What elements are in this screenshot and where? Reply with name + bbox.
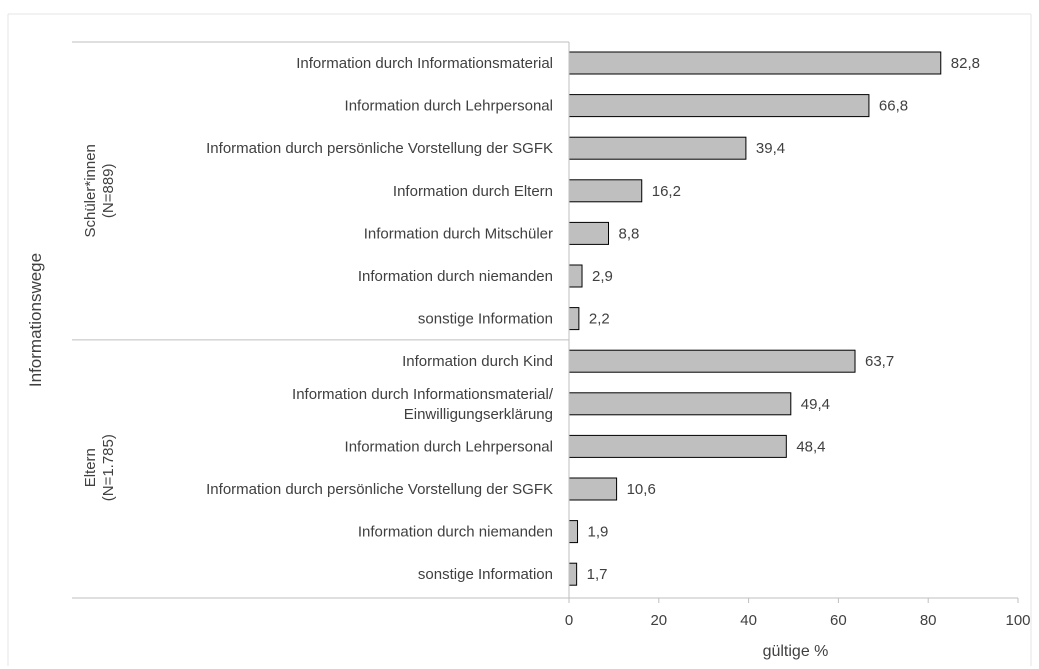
- x-axis-title: gültige %: [763, 643, 829, 660]
- x-tick-label: 100: [1005, 612, 1030, 629]
- group-label: Schüler*innen: [82, 144, 99, 237]
- data-label: 10,6: [627, 481, 656, 498]
- category-label: Information durch niemanden: [358, 268, 553, 285]
- category-label: Information durch Lehrpersonal: [345, 438, 553, 455]
- category-label: sonstige Information: [418, 566, 553, 583]
- bar: [568, 434, 787, 458]
- bar: [568, 94, 870, 118]
- data-label: 63,7: [865, 353, 894, 370]
- category-label: Information durch persönliche Vorstellun…: [206, 481, 553, 498]
- x-tick-label: 0: [565, 612, 573, 629]
- data-label: 2,9: [592, 268, 613, 285]
- category-label: Information durch Eltern: [393, 183, 553, 200]
- category-label: Information durch Mitschüler: [364, 225, 553, 242]
- data-label: 16,2: [652, 183, 681, 200]
- data-label: 39,4: [756, 140, 785, 157]
- category-label: Information durch Informationsmaterial: [296, 55, 553, 72]
- data-label: 1,9: [588, 524, 609, 541]
- category-label: Information durch Lehrpersonal: [345, 98, 553, 115]
- group-label-count: (N=1.785): [100, 434, 117, 501]
- data-label: 48,4: [796, 438, 825, 455]
- y-axis-title: Informationswege: [26, 253, 45, 387]
- category-label: Einwilligungserklärung: [404, 406, 553, 423]
- x-tick-label: 40: [740, 612, 757, 629]
- bar: [568, 562, 578, 586]
- category-label: sonstige Information: [418, 311, 553, 328]
- category-label: Information durch persönliche Vorstellun…: [206, 140, 553, 157]
- bar: [568, 349, 856, 373]
- bar: [568, 477, 618, 501]
- x-tick-label: 60: [830, 612, 847, 629]
- data-label: 66,8: [879, 98, 908, 115]
- data-label: 82,8: [951, 55, 980, 72]
- category-label: Information durch Informationsmaterial/: [292, 386, 554, 403]
- bar: [568, 392, 792, 416]
- group-label-count: (N=889): [100, 163, 117, 218]
- bar: [568, 264, 583, 288]
- data-label: 8,8: [619, 225, 640, 242]
- bar: [568, 520, 579, 544]
- data-label: 1,7: [587, 566, 608, 583]
- bar: [568, 136, 747, 160]
- bar: [568, 179, 643, 203]
- bar: [568, 307, 580, 331]
- data-label: 2,2: [589, 311, 610, 328]
- bar: [568, 221, 610, 245]
- category-label: Information durch niemanden: [358, 524, 553, 541]
- group-label: Eltern: [82, 448, 99, 487]
- data-label: 49,4: [801, 396, 830, 413]
- category-label: Information durch Kind: [402, 353, 553, 370]
- x-tick-label: 20: [650, 612, 667, 629]
- x-tick-label: 80: [920, 612, 937, 629]
- bar: [568, 51, 942, 75]
